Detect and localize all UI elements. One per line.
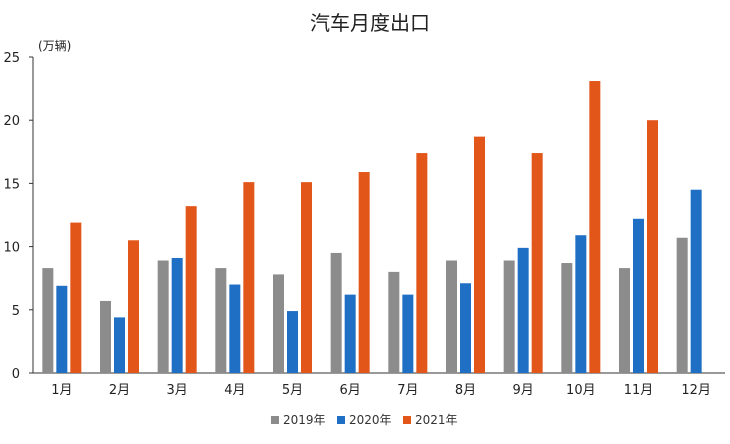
bar-2020年-10月: [575, 235, 587, 373]
legend: 2019年 2020年 2021年: [271, 413, 458, 427]
x-tick-label: 2月: [109, 383, 130, 398]
bar-2019年-10月: [561, 263, 573, 373]
bar-2019年-3月: [157, 260, 169, 373]
x-tick-label: 5月: [282, 383, 303, 398]
y-tick-label: 15: [3, 177, 20, 192]
chart-title: 汽车月度出口: [310, 11, 430, 35]
x-axis-labels: 1月 2月 3月 4月 5月 6月 7月 8月 9月 10月 11月 12月: [51, 383, 711, 398]
y-tick-label: 0: [12, 367, 20, 382]
legend-label: 2021年: [415, 413, 458, 427]
bars-group: [42, 81, 702, 374]
bar-2021年-2月: [128, 240, 139, 373]
x-tick-label: 3月: [167, 383, 188, 398]
bar-2021年-3月: [185, 206, 197, 373]
bar-2019年-12月: [676, 237, 688, 373]
bar-2019年-1月: [42, 268, 54, 373]
y-tick-label: 5: [12, 304, 20, 319]
bar-2021年-7月: [416, 153, 428, 373]
legend-label: 2020年: [349, 413, 392, 427]
bar-2020年-6月: [344, 294, 356, 373]
y-tick-label: 25: [3, 51, 20, 66]
bar-2019年-5月: [273, 274, 284, 373]
bar-2019年-4月: [215, 268, 227, 373]
bar-2019年-8月: [446, 260, 457, 373]
bar-2020年-3月: [171, 257, 183, 373]
legend-swatch: [403, 416, 411, 424]
bar-2021年-10月: [589, 81, 601, 374]
bar-2020年-12月: [690, 189, 702, 373]
y-tick-label: 10: [3, 241, 20, 256]
x-tick-label: 7月: [397, 383, 418, 398]
legend-swatch: [271, 416, 279, 424]
x-tick-label: 9月: [513, 383, 534, 398]
bar-2021年-9月: [531, 153, 543, 373]
bar-2021年-11月: [647, 120, 658, 373]
x-tick-label: 4月: [224, 383, 245, 398]
bar-2020年-11月: [633, 218, 644, 373]
bar-2020年-8月: [460, 283, 471, 373]
bar-2020年-2月: [114, 317, 125, 373]
bar-2020年-5月: [287, 311, 298, 373]
bar-2019年-11月: [619, 268, 630, 373]
legend-label: 2019年: [283, 413, 326, 427]
bar-2021年-4月: [243, 182, 255, 373]
bar-2019年-6月: [330, 252, 342, 373]
x-tick-label: 12月: [681, 383, 711, 398]
bar-2020年-7月: [402, 294, 414, 373]
bar-2021年-8月: [474, 136, 485, 373]
y-axis-unit-label: (万辆): [38, 39, 71, 53]
bar-2019年-2月: [100, 300, 111, 373]
bar-2020年-1月: [56, 285, 68, 373]
bar-2020年-4月: [229, 284, 241, 373]
bar-2021年-1月: [70, 222, 82, 373]
bar-2021年-6月: [358, 172, 370, 373]
x-tick-label: 6月: [340, 383, 361, 398]
y-axis-ticks: 0 5 10 15 20 25: [3, 51, 33, 382]
bar-2021年-5月: [301, 182, 312, 373]
bar-2020年-9月: [517, 247, 529, 373]
x-tick-label: 10月: [566, 383, 596, 398]
y-tick-label: 20: [3, 114, 20, 129]
x-tick-label: 8月: [455, 383, 476, 398]
legend-swatch: [337, 416, 345, 424]
x-tick-label: 1月: [51, 383, 72, 398]
bar-2019年-7月: [388, 271, 400, 373]
x-tick-label: 11月: [624, 383, 654, 398]
bar-2019年-9月: [503, 260, 515, 373]
